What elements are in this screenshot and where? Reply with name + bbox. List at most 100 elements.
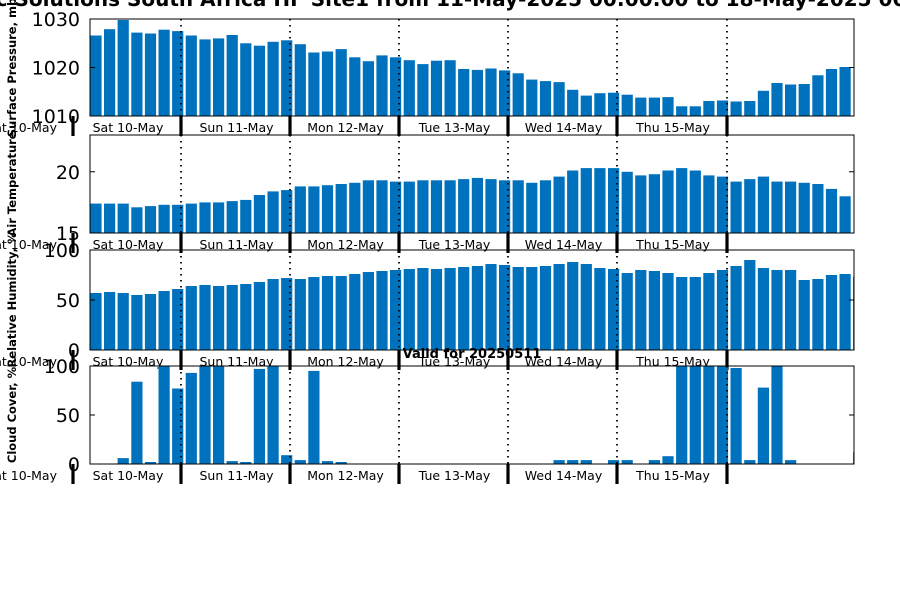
bar-3-22	[376, 271, 388, 350]
bar-2-18	[321, 185, 334, 233]
bar-3-43	[662, 273, 674, 350]
bar-3-30	[485, 264, 497, 350]
bar-4-44	[676, 366, 688, 464]
bar-3-1	[90, 293, 102, 350]
bar-3-47	[716, 270, 729, 350]
bar-2-19	[335, 184, 347, 233]
ylabel-1: Surface Pressure, mb	[5, 0, 19, 137]
day-label-2-2: Sun 11-May	[199, 237, 274, 252]
bar-3-39	[608, 269, 620, 350]
bar-1-29	[471, 69, 483, 116]
bar-2-46	[703, 175, 715, 233]
bar-4-7	[172, 388, 184, 464]
bar-2-27	[444, 180, 456, 233]
bar-2-7	[172, 204, 184, 233]
day-label-3-4: Tue 13-May	[418, 354, 491, 369]
bar-4-18	[321, 461, 334, 464]
bar-4-14	[267, 366, 279, 464]
bar-3-48	[730, 266, 742, 350]
bar-2-36	[567, 170, 579, 233]
bar-2-30	[485, 179, 497, 233]
ylabel-2: Air Temperature	[5, 131, 19, 236]
bar-1-20	[349, 57, 361, 116]
bar-1-14	[267, 41, 279, 116]
bar-1-44	[676, 106, 688, 116]
ylabel-4: Cloud Cover, %	[5, 366, 19, 463]
bar-1-27	[444, 60, 456, 116]
bar-1-10	[213, 38, 225, 116]
bar-1-25	[417, 64, 429, 116]
bar-4-16	[294, 460, 306, 464]
bar-3-23	[390, 270, 402, 350]
bar-4-19	[335, 462, 347, 464]
bar-4-12	[240, 462, 252, 464]
bar-1-53	[798, 84, 810, 116]
bar-1-6	[158, 29, 170, 117]
bar-2-13	[253, 195, 265, 233]
bar-4-15	[281, 455, 293, 464]
bar-4-37	[580, 460, 592, 464]
bar-2-43	[662, 170, 674, 233]
bar-1-23	[390, 57, 402, 116]
bar-3-12	[240, 284, 252, 350]
bar-3-8	[185, 286, 197, 350]
bar-1-30	[485, 68, 497, 116]
bar-1-11	[226, 35, 238, 116]
day-label-4-4: Tue 13-May	[418, 468, 491, 483]
bar-1-19	[335, 49, 347, 116]
bar-3-36	[567, 262, 579, 350]
day-label-1-1: Sat 10-May	[93, 120, 164, 135]
bar-1-13	[253, 45, 265, 117]
bar-3-21	[362, 272, 374, 350]
bar-2-41	[635, 175, 647, 233]
bar-3-53	[798, 280, 810, 350]
bar-1-40	[621, 94, 633, 116]
day-label-4-1: Sat 10-May	[93, 468, 164, 483]
bar-3-54	[812, 279, 824, 350]
bar-2-33	[526, 182, 538, 233]
day-label-1-5: Wed 14-May	[525, 120, 603, 135]
bar-4-40	[621, 460, 633, 464]
bar-2-17	[308, 186, 320, 233]
bar-2-9	[199, 202, 211, 233]
ylabel-3: Relative Humidity, %	[5, 232, 19, 367]
bar-2-2	[104, 203, 116, 233]
bar-3-29	[471, 266, 483, 350]
bar-1-12	[240, 43, 252, 117]
bar-2-37	[580, 168, 592, 233]
bar-1-48	[730, 101, 742, 116]
bar-2-47	[716, 176, 729, 233]
bar-1-36	[567, 89, 579, 116]
day-label-edge-4: Sat 10-May	[0, 468, 58, 483]
ytick-label-2-2: 20	[56, 162, 80, 184]
bar-4-48	[730, 368, 742, 464]
bar-2-50	[757, 176, 769, 233]
bar-1-8	[185, 35, 197, 116]
bar-2-31	[499, 180, 511, 233]
bar-3-42	[648, 271, 660, 350]
bar-1-31	[499, 70, 511, 116]
bar-3-26	[430, 269, 443, 350]
chart-title: Benthic Solutions South Africa HF Site1 …	[0, 0, 900, 11]
bar-3-41	[635, 270, 647, 350]
bar-4-13	[253, 368, 265, 464]
bar-3-25	[417, 268, 429, 350]
bar-4-36	[567, 460, 579, 464]
day-label-3-2: Sun 11-May	[199, 354, 274, 369]
bar-1-24	[403, 60, 415, 116]
bar-4-47	[716, 366, 729, 464]
ytick-label-1-2: 1020	[32, 58, 80, 80]
bar-1-15	[281, 40, 293, 116]
bar-3-6	[158, 291, 170, 350]
bar-3-37	[580, 264, 592, 350]
axes-box-2	[89, 134, 855, 234]
ytick-label-4-3: 100	[44, 356, 80, 378]
bar-1-34	[539, 81, 552, 116]
bar-2-49	[744, 179, 756, 233]
ytick-label-1-3: 1030	[32, 9, 80, 31]
bar-4-43	[662, 456, 674, 464]
bar-3-49	[744, 260, 756, 350]
ytick-label-4-2: 50	[56, 405, 80, 427]
bar-1-21	[362, 61, 374, 116]
bar-2-15	[281, 190, 293, 233]
